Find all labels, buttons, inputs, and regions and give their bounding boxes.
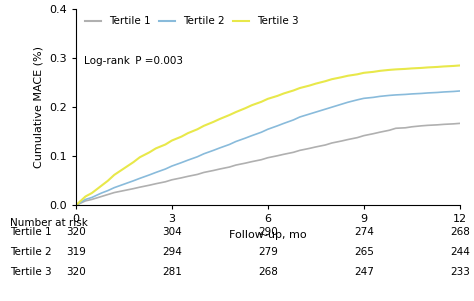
Text: 247: 247	[354, 267, 374, 277]
Text: 274: 274	[354, 227, 374, 237]
Tertile 1	[361, 134, 366, 138]
Text: 320: 320	[66, 227, 86, 237]
Tertile 1	[153, 182, 159, 185]
Tertile 3	[73, 203, 79, 207]
Tertile 1	[409, 125, 415, 129]
Text: 268: 268	[258, 267, 278, 277]
Text: Log-rank  P =0.003: Log-rank P =0.003	[83, 56, 182, 66]
Legend: Tertile 1, Tertile 2, Tertile 3: Tertile 1, Tertile 2, Tertile 3	[81, 12, 303, 31]
Tertile 2	[307, 112, 312, 116]
Tertile 2	[361, 97, 366, 100]
Tertile 2	[409, 92, 415, 96]
X-axis label: Follow-up, mo: Follow-up, mo	[229, 230, 307, 240]
Text: 294: 294	[162, 247, 182, 257]
Line: Tertile 1: Tertile 1	[76, 123, 460, 205]
Line: Tertile 3: Tertile 3	[76, 65, 460, 205]
Text: 233: 233	[450, 267, 470, 277]
Text: 304: 304	[162, 227, 182, 237]
Text: 265: 265	[354, 247, 374, 257]
Y-axis label: Cumulative MACE (%): Cumulative MACE (%)	[34, 46, 44, 168]
Tertile 3	[307, 84, 312, 87]
Text: Tertile 1: Tertile 1	[10, 227, 52, 237]
Tertile 1	[291, 150, 296, 154]
Text: 319: 319	[66, 247, 86, 257]
Tertile 2	[291, 118, 296, 122]
Text: Number at risk: Number at risk	[10, 218, 88, 228]
Text: 290: 290	[258, 227, 278, 237]
Tertile 1	[281, 153, 287, 156]
Tertile 3	[153, 147, 159, 150]
Text: Tertile 2: Tertile 2	[10, 247, 52, 257]
Text: 281: 281	[162, 267, 182, 277]
Tertile 3	[409, 67, 415, 70]
Tertile 2	[153, 171, 159, 174]
Tertile 1	[457, 122, 463, 125]
Tertile 3	[457, 64, 463, 67]
Tertile 1	[73, 203, 79, 207]
Text: 279: 279	[258, 247, 278, 257]
Text: 320: 320	[66, 267, 86, 277]
Tertile 1	[307, 147, 312, 150]
Tertile 3	[281, 92, 287, 95]
Tertile 2	[281, 122, 287, 125]
Tertile 3	[361, 71, 366, 75]
Text: Tertile 3: Tertile 3	[10, 267, 52, 277]
Tertile 2	[457, 89, 463, 93]
Tertile 3	[291, 89, 296, 92]
Line: Tertile 2: Tertile 2	[76, 91, 460, 205]
Text: 268: 268	[450, 227, 470, 237]
Text: 244: 244	[450, 247, 470, 257]
Tertile 2	[73, 203, 79, 207]
